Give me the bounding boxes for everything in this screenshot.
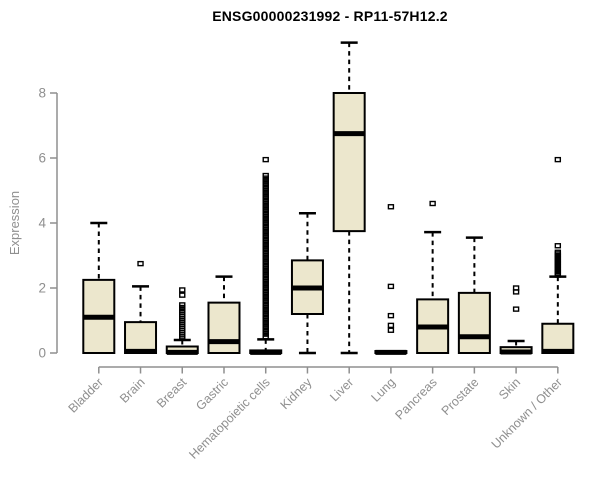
- outlier-point: [554, 156, 562, 163]
- outlier-point: [179, 287, 186, 293]
- box: [541, 322, 575, 354]
- x-tick-label: Lung: [368, 375, 398, 405]
- x-tick-label: Hematopoietic cells: [186, 375, 273, 462]
- outlier-point: [387, 204, 395, 210]
- outlier-point: [387, 327, 395, 333]
- box: [457, 291, 491, 354]
- outlier-point: [554, 249, 562, 255]
- y-tick-label: 4: [38, 216, 46, 231]
- x-tick-label: Breast: [154, 375, 190, 411]
- outlier-point: [179, 292, 186, 298]
- outlier-point: [554, 243, 562, 249]
- x-tick-label: Bladder: [66, 375, 106, 415]
- box: [332, 92, 366, 233]
- chart-title: ENSG00000231992 - RP11-57H12.2: [212, 8, 448, 24]
- outlier-point: [262, 156, 269, 163]
- outlier-point: [512, 306, 520, 312]
- outlier-point: [512, 289, 520, 295]
- x-tick-label: Prostate: [439, 375, 482, 418]
- outlier-point: [262, 172, 269, 179]
- x-tick-label: Skin: [496, 375, 523, 402]
- y-tick-label: 8: [38, 86, 46, 101]
- x-tick-label: Kidney: [278, 375, 315, 412]
- y-tick-label: 6: [38, 151, 46, 166]
- x-tick-label: Pancreas: [393, 375, 440, 422]
- x-tick-label: Liver: [327, 375, 356, 404]
- outlier-point: [387, 322, 395, 329]
- outlier-point: [137, 260, 144, 267]
- box: [207, 301, 241, 354]
- outlier-point: [429, 200, 436, 207]
- outlier-point: [387, 312, 395, 319]
- outlier-point: [387, 283, 395, 290]
- x-tick-label: Unknown / Other: [489, 375, 565, 451]
- x-tick-label: Gastric: [193, 375, 231, 413]
- outlier-point: [179, 302, 186, 308]
- box: [124, 321, 158, 354]
- y-tick-label: 0: [38, 346, 46, 361]
- y-tick-label: 2: [38, 281, 46, 296]
- x-tick-label: Brain: [117, 375, 148, 406]
